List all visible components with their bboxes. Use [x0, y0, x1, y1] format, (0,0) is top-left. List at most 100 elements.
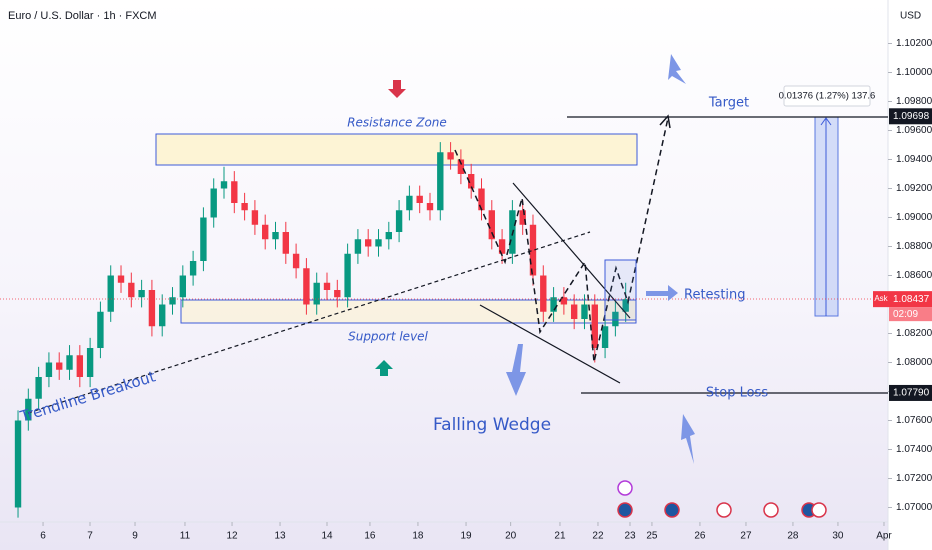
event-icon[interactable]: [617, 480, 633, 496]
y-tick-label: 1.09000: [896, 212, 932, 223]
candle-body: [251, 210, 259, 225]
ask-tag-label: Ask: [874, 294, 888, 303]
x-tick-label: 9: [132, 531, 138, 542]
measure-label-box: [783, 85, 871, 107]
candle-body: [200, 217, 207, 261]
candle-body: [56, 362, 63, 370]
event-icon[interactable]: [617, 502, 633, 518]
x-tick-label: 6: [40, 531, 46, 542]
candle-body: [581, 304, 588, 319]
countdown-tag: [889, 307, 932, 322]
candle-body: [313, 282, 320, 305]
stop-label: Stop Loss: [706, 386, 768, 401]
candle-body: [179, 275, 187, 298]
ask-tag: [873, 291, 889, 308]
x-tick-label: 26: [694, 531, 706, 542]
resistance-zone: [155, 133, 638, 166]
candle-body: [117, 275, 125, 283]
candle-body: [478, 188, 485, 211]
x-tick-label: 20: [505, 531, 517, 542]
candle-body: [323, 282, 331, 290]
wedge-line: [479, 304, 621, 384]
candle-body: [45, 362, 53, 377]
wedge-line: [512, 182, 631, 319]
price-tag-label: 1.08437: [893, 294, 930, 305]
chart-title: Euro / U.S. Dollar · 1h · FXCM: [8, 10, 157, 22]
down-arrow: [388, 80, 406, 98]
candle-body: [210, 188, 217, 218]
y-tick-label: 1.07400: [896, 444, 932, 455]
candle-body: [35, 377, 42, 399]
blue-arrow: [646, 285, 678, 301]
candle-body: [519, 210, 526, 225]
candle-body: [128, 282, 135, 298]
candle-body: [426, 203, 434, 211]
projection-path: [454, 117, 669, 363]
candle-body: [66, 355, 73, 370]
candle-body: [159, 304, 166, 327]
trendline: [27, 231, 591, 414]
price-tag: [889, 108, 932, 125]
candle-body: [540, 275, 547, 312]
x-tick-label: 16: [364, 531, 376, 542]
x-tick-label: 30: [832, 531, 844, 542]
candle-body: [529, 224, 537, 276]
wedge-label: Falling Wedge: [433, 415, 551, 435]
candle-body: [76, 355, 84, 377]
candle-body: [344, 253, 351, 298]
candle-body: [354, 239, 362, 254]
blue-arrow: [681, 414, 695, 464]
candle-body: [303, 268, 310, 305]
y-tick-label: 1.10000: [896, 67, 932, 78]
event-icon[interactable]: [716, 502, 732, 518]
blue-arrow: [668, 54, 686, 84]
resistance-label: Resistance Zone: [347, 116, 447, 130]
blue-arrow: [506, 344, 526, 396]
price-tag: [889, 291, 932, 308]
candle-body: [591, 304, 598, 348]
event-icon[interactable]: [763, 502, 779, 518]
plot-background: [0, 0, 888, 550]
event-icon[interactable]: [664, 502, 680, 518]
x-tick-label: 14: [321, 531, 333, 542]
candle-body: [86, 348, 94, 377]
candle-body: [550, 297, 557, 312]
candle-body: [622, 299, 629, 312]
currency-label: USD: [900, 11, 921, 22]
candle-body: [97, 311, 104, 348]
candle-body: [488, 210, 495, 240]
candle-body: [220, 181, 228, 189]
candle-body: [375, 239, 382, 247]
candle-body: [365, 239, 372, 247]
candle-body: [570, 304, 578, 319]
x-tick-label: Apr: [876, 531, 892, 542]
x-tick-label: 21: [554, 531, 566, 542]
event-icon[interactable]: [811, 502, 827, 518]
candle-body: [467, 174, 475, 189]
candle-body: [25, 398, 32, 421]
candle-body: [334, 290, 341, 298]
y-tick-label: 1.08800: [896, 241, 932, 252]
target-label: Target: [708, 96, 749, 111]
candle-body: [292, 253, 300, 269]
x-tick-label: 12: [226, 531, 238, 542]
candle-body: [14, 420, 22, 508]
candle-body: [498, 239, 506, 254]
candle-body: [231, 181, 238, 203]
up-arrow: [375, 360, 393, 376]
candle-body: [385, 232, 392, 240]
candle-body: [406, 195, 413, 211]
candle-body: [416, 195, 423, 203]
candle-body: [241, 203, 248, 211]
support-zone: [180, 299, 637, 324]
countdown-label: 02:09: [893, 309, 918, 320]
y-tick-label: 1.08600: [896, 270, 932, 281]
x-tick-label: 27: [740, 531, 752, 542]
x-tick-label: 7: [87, 531, 93, 542]
x-tick-label: 23: [624, 531, 636, 542]
x-tick-label: 13: [274, 531, 286, 542]
x-tick-label: 28: [787, 531, 799, 542]
candle-body: [612, 311, 619, 327]
y-tick-label: 1.09200: [896, 183, 932, 194]
